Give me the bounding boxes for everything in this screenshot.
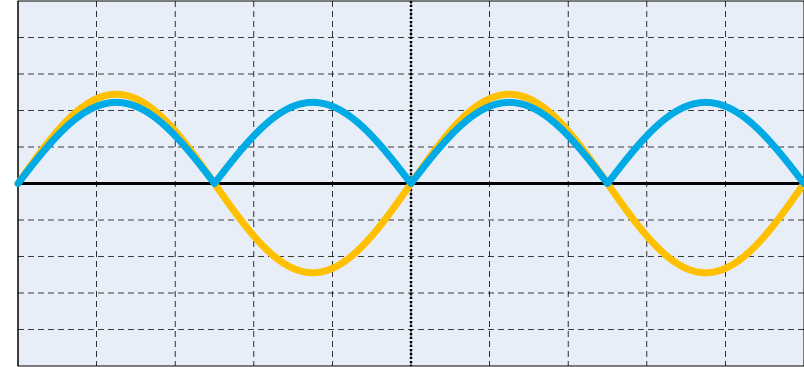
series-layer: [14, 90, 804, 277]
rectified-wave-series: [14, 98, 804, 187]
